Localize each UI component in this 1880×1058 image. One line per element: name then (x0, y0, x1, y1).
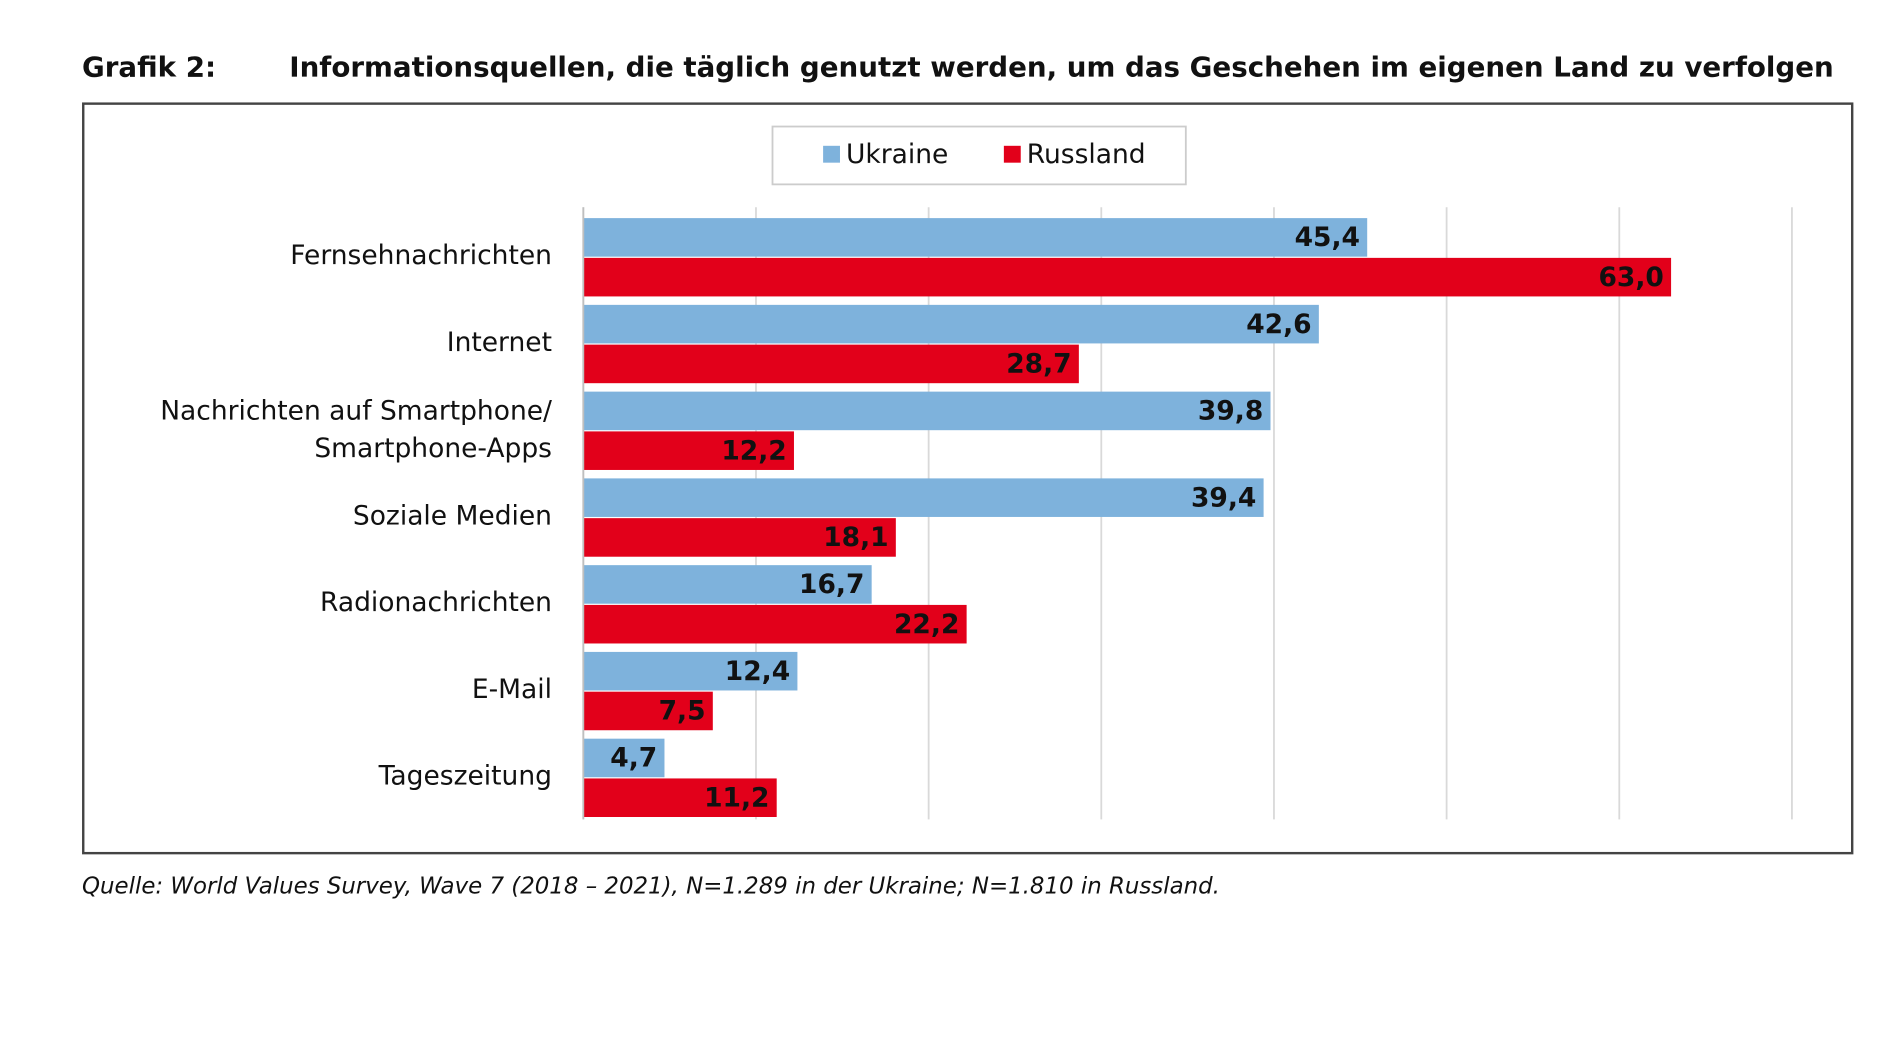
bar (583, 604, 967, 644)
value-label: 7,5 (659, 696, 706, 727)
value-label: 11,2 (704, 782, 769, 813)
bar (583, 304, 1319, 344)
value-label: 45,4 (1295, 222, 1360, 253)
chart-frame (82, 102, 1854, 855)
y-tick-label: Nachrichten auf Smartphone/Smartphone-Ap… (160, 395, 552, 463)
bar (583, 218, 1368, 257)
y-tick-label: Radionachrichten (320, 587, 552, 618)
value-label: 63,0 (1598, 262, 1663, 293)
y-tick-label: Fernsehnachrichten (290, 240, 552, 271)
legend-swatch (1003, 145, 1021, 163)
bar (583, 391, 1271, 431)
value-label: 4,7 (610, 743, 657, 774)
source-note: Quelle: World Values Survey, Wave 7 (201… (82, 873, 1220, 899)
value-label: 39,8 (1198, 396, 1263, 427)
bar (583, 344, 1079, 384)
value-label: 12,2 (721, 435, 786, 466)
bar (583, 651, 798, 691)
legend-box (771, 125, 1187, 186)
legend-label: Russland (1027, 139, 1146, 170)
bar (583, 257, 1672, 297)
y-tick-label: Tageszeitung (378, 761, 552, 792)
value-label: 28,7 (1006, 349, 1071, 380)
value-label: 18,1 (823, 522, 888, 553)
value-label: 22,2 (894, 609, 959, 640)
chart-label: Grafik 2: (82, 51, 216, 84)
value-label: 39,4 (1191, 482, 1256, 513)
value-label: 16,7 (799, 569, 864, 600)
legend-label: Ukraine (846, 139, 948, 170)
bar (583, 738, 665, 778)
y-tick-label: E-Mail (472, 674, 552, 705)
bar (583, 478, 1264, 517)
y-tick-label: Soziale Medien (353, 500, 552, 531)
bar (583, 778, 777, 817)
chart-title: Informationsquellen, die täglich genutzt… (289, 51, 1834, 84)
y-tick-label: Internet (447, 327, 552, 358)
value-label: 12,4 (725, 656, 790, 687)
bar (583, 518, 896, 557)
value-label: 42,6 (1246, 309, 1311, 340)
bar (583, 565, 872, 604)
legend-swatch (823, 145, 840, 163)
bar (583, 691, 713, 731)
bar (583, 431, 794, 470)
